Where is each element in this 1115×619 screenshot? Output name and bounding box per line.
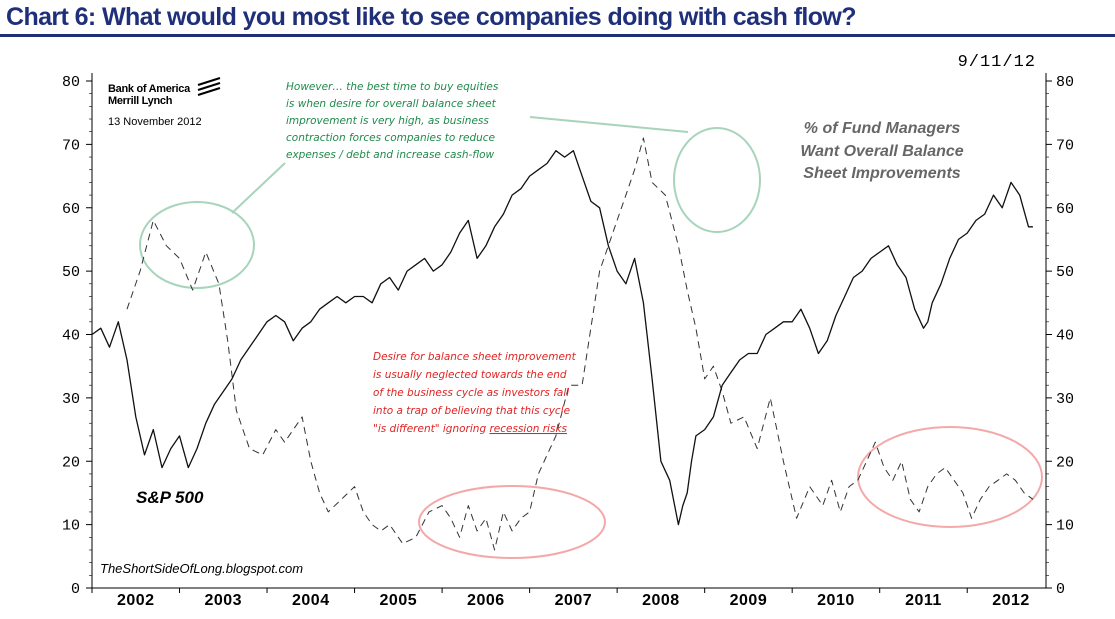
red-ellipse-2006 xyxy=(418,485,606,559)
green-ellipse-2003 xyxy=(139,201,255,289)
fm-label-1: % of Fund Managers xyxy=(804,120,961,137)
y-tick-label-left: 0 xyxy=(71,581,80,598)
y-tick-label-right: 50 xyxy=(1056,264,1074,281)
x-tick-label: 2004 xyxy=(292,592,330,609)
y-tick-label-right: 10 xyxy=(1056,518,1074,535)
flag-icon xyxy=(197,77,221,96)
chart-title: Chart 6: What would you most like to see… xyxy=(6,3,857,31)
red-annotation: Desire for balance sheet improvement is … xyxy=(373,351,577,435)
date-stamp: 9/11/12 xyxy=(958,53,1036,72)
y-tick-label-left: 60 xyxy=(62,201,80,218)
x-tick-label: 2008 xyxy=(642,592,680,609)
fm-label-3: Sheet Improvements xyxy=(803,165,960,182)
x-tick-label: 2005 xyxy=(380,592,418,609)
red-line-1: Desire for balance sheet improvement xyxy=(373,351,577,363)
x-tick-label: 2006 xyxy=(467,592,505,609)
y-axis-ticks: 0 0 10 10 20 20 30 30 40 40 50 50 60 60 70 70 80 80 xyxy=(62,74,1074,598)
x-tick-label: 2003 xyxy=(204,592,242,609)
logo-line1: Bank of America xyxy=(108,83,191,95)
green-annotation: However… the best time to buy equities i… xyxy=(286,81,499,161)
y-tick-label-left: 10 xyxy=(62,518,80,535)
title-rule xyxy=(0,34,1115,37)
x-tick-label: 2009 xyxy=(730,592,768,609)
series-layer xyxy=(91,137,1034,551)
fm-label-2: Want Overall Balance xyxy=(800,143,963,160)
red-line-2: is usually neglected towards the end xyxy=(373,369,567,381)
y-tick-label-right: 60 xyxy=(1056,201,1074,218)
y-tick-label-right: 40 xyxy=(1056,328,1074,345)
green-connector-left xyxy=(231,162,286,214)
sp500-label: S&P 500 xyxy=(136,488,204,507)
logo-line2: Merrill Lynch xyxy=(108,95,173,107)
fund-manager-label: % of Fund Managers Want Overall Balance … xyxy=(800,120,963,182)
green-line-3: improvement is very high, as business xyxy=(286,115,489,127)
y-tick-label-right: 20 xyxy=(1056,454,1074,471)
series-sp500-line xyxy=(91,150,1033,526)
y-tick-label-left: 30 xyxy=(62,391,80,408)
green-ellipse-2009 xyxy=(673,127,761,233)
y-tick-label-right: 70 xyxy=(1056,137,1074,154)
recession-risks-link: recession risks xyxy=(489,423,567,435)
source-label: TheShortSideOfLong.blogspot.com xyxy=(100,561,303,576)
red-line-5: "is different" ignoring recession risks xyxy=(373,423,568,435)
y-tick-label-right: 0 xyxy=(1056,581,1065,598)
x-tick-label: 2002 xyxy=(117,592,155,609)
series-fund-managers-line xyxy=(126,137,1034,551)
red-ellipse-2011 xyxy=(857,426,1043,528)
x-axis-ticks: 2002 2003 2004 2005 2006 2007 2008 2009 2010 2011… xyxy=(91,588,1030,609)
green-line-1: However… the best time to buy equities xyxy=(286,81,499,93)
y-tick-label-right: 80 xyxy=(1056,74,1074,91)
x-tick-label: 2007 xyxy=(555,592,593,609)
green-line-2: is when desire for overall balance sheet xyxy=(286,98,497,110)
plot-frame xyxy=(91,73,1047,589)
y-tick-label-left: 70 xyxy=(62,137,80,154)
x-tick-label: 2012 xyxy=(992,592,1030,609)
highlight-ellipses xyxy=(139,127,1043,559)
x-tick-label: 2010 xyxy=(817,592,855,609)
y-tick-label-left: 50 xyxy=(62,264,80,281)
x-tick-label: 2011 xyxy=(905,592,942,609)
y-tick-label-left: 20 xyxy=(62,454,80,471)
y-tick-label-right: 30 xyxy=(1056,391,1074,408)
red-line-4: into a trap of believing that this cycle xyxy=(373,405,570,417)
logo-date: 13 November 2012 xyxy=(108,116,202,128)
red-line-3: of the business cycle as investors fall xyxy=(373,387,569,399)
green-line-5: expenses / debt and increase cash-flow xyxy=(286,149,495,161)
y-tick-label-left: 80 xyxy=(62,74,80,91)
green-line-4: contraction forces companies to reduce xyxy=(286,132,495,144)
green-connector-right xyxy=(529,116,689,133)
y-tick-label-left: 40 xyxy=(62,328,80,345)
red-line-5-text: "is different" ignoring xyxy=(373,423,489,435)
logo: Bank of America Merrill Lynch 13 Novembe… xyxy=(108,77,221,128)
